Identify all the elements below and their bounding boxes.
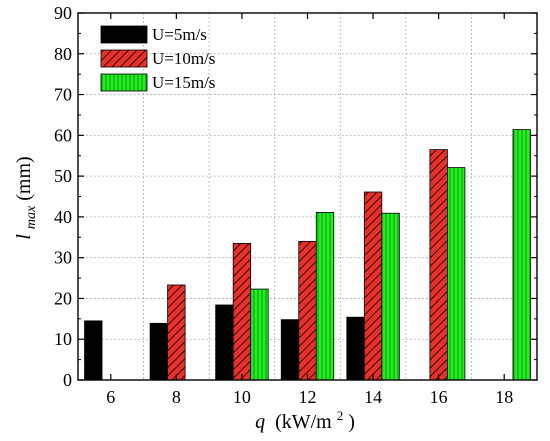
bar-U=10m/s-14 [363,191,383,381]
x-tick-label: 14 [364,387,382,407]
y-tick-label: 0 [63,370,72,390]
y-tick-label: 70 [54,85,72,105]
legend-swatch-1 [100,25,148,44]
bar-U=10m/s-10 [232,242,252,381]
x-tick-label: 12 [299,387,317,407]
y-tick-label: 90 [54,3,72,23]
x-axis-unit: (kW/m [275,411,332,433]
bar-U=15m/s-16 [446,167,466,381]
bar-U=10m/s-16 [429,149,448,381]
legend-label-2: U=10m/s [152,49,215,68]
legend-swatch-2 [100,49,148,68]
legend-swatch-3 [100,73,148,92]
bar-U=10m/s-8 [167,284,186,381]
y-axis-ticks: 0 10 20 30 40 50 60 70 80 90 [54,3,537,390]
x-tick-label: 18 [495,387,513,407]
x-axis-title: q (kW/m 2 ) [255,403,355,433]
x-axis-unit-close: ) [348,411,355,433]
y-tick-label: 20 [54,288,72,308]
legend-label-3: U=15m/s [152,73,215,92]
x-axis-ticks: 6 8 10 12 14 16 18 [106,13,513,407]
legend: U=5m/s U=10m/s U=15m/s [100,25,215,92]
bar-U=15m/s-10 [250,288,269,381]
y-axis-subscript: max [24,205,39,229]
y-tick-label: 80 [54,44,72,64]
y-tick-label: 50 [54,166,72,186]
x-axis-symbol: q [255,411,265,433]
x-tick-label: 8 [172,387,181,407]
x-tick-label: 6 [106,387,115,407]
bar-U=15m/s-14 [381,212,400,381]
y-tick-label: 30 [54,248,72,268]
y-tick-label: 60 [54,125,72,145]
bar-U=5m/s-10 [215,304,234,381]
bar-U=10m/s-12 [298,240,317,381]
y-tick-label: 40 [54,207,72,227]
x-tick-label: 10 [233,387,251,407]
bar-U=5m/s-8 [149,322,169,381]
y-tick-label: 10 [54,329,72,349]
y-axis-symbol: l [13,234,35,240]
bar-U=15m/s-12 [315,212,335,381]
y-axis-title: l max (mm) [13,156,40,239]
bar-U=5m/s-14 [346,316,365,381]
x-tick-label: 16 [430,387,448,407]
legend-label-1: U=5m/s [152,25,207,44]
x-axis-unit-sup: 2 [337,408,344,423]
y-axis-unit: (mm) [13,156,35,200]
bar-U=5m/s-6 [84,320,103,381]
bar-U=5m/s-12 [280,319,300,381]
bar-series-group [84,129,531,381]
bar-U=15m/s-18 [512,129,531,381]
